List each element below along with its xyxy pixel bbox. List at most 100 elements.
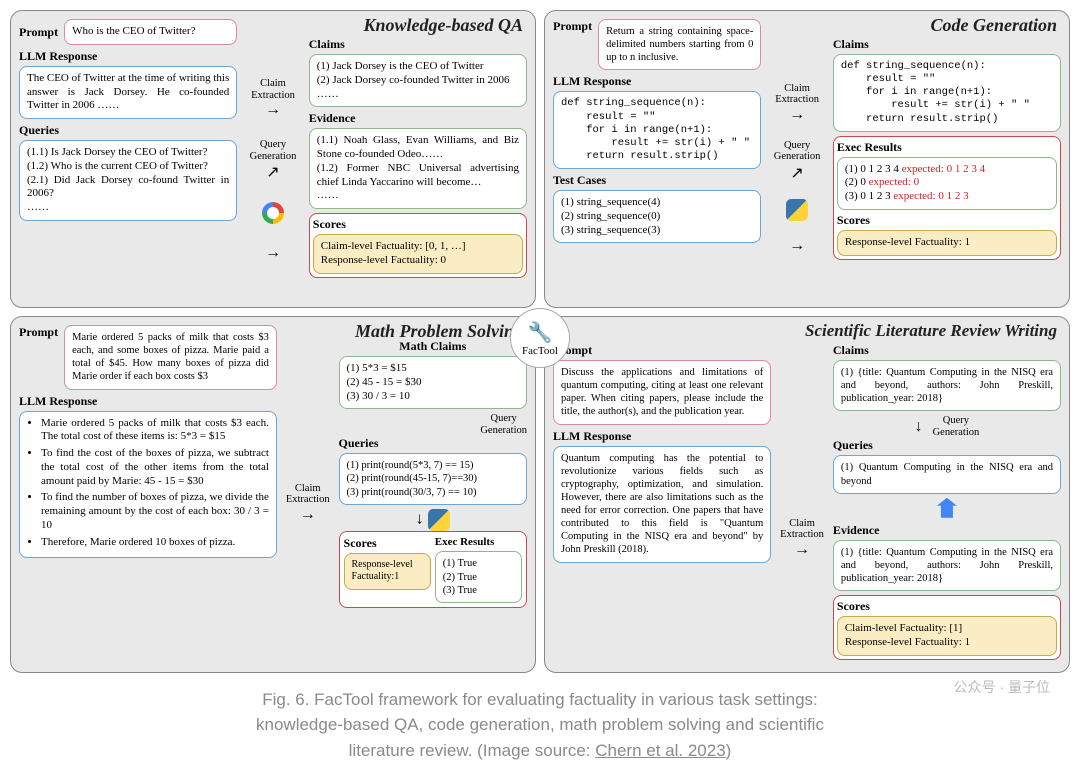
response-box: Marie ordered 5 packs of milk that costs… — [19, 411, 277, 559]
scores-outer: Scores Claim-level Factuality: [1] Respo… — [833, 595, 1061, 660]
prompt-label: Prompt — [553, 19, 592, 34]
scores-exec-outer: Scores Response-level Factuality:1 Exec … — [339, 531, 527, 608]
response-bullet: To find the number of boxes of pizza, we… — [41, 491, 269, 532]
scores-box: Claim-level Factuality: [0, 1, …] Respon… — [313, 234, 523, 274]
claims-box: def string_sequence(n): result = "" for … — [833, 54, 1061, 132]
google-search-icon — [262, 202, 284, 224]
evidence-label: Evidence — [309, 111, 527, 126]
caption-text: literature review. (Image source: — [349, 741, 596, 760]
claims-label: Claims — [309, 37, 527, 52]
prompt-label: Prompt — [553, 343, 771, 358]
python-icon — [428, 509, 450, 531]
expected-text: expected: 0 1 2 3 4 — [902, 163, 985, 175]
quadrant-title: Code Generation — [930, 15, 1057, 36]
query-generation-label: Query Generation — [933, 415, 980, 438]
queries-label: Queries — [19, 123, 237, 138]
quadrant-code: Code Generation Prompt Return a string c… — [544, 10, 1070, 308]
response-bullet: Therefore, Marie ordered 10 boxes of piz… — [41, 536, 269, 550]
query-generation-label: Query Generation — [774, 140, 821, 163]
evidence-box: (1.1) Noah Glass, Evan Williams, and Biz… — [309, 128, 527, 209]
arrow-icon: ↗ — [790, 163, 803, 183]
llm-response-label: LLM Response — [553, 74, 761, 89]
exec-line: (2) 0 — [845, 176, 869, 188]
exec-results-label: Exec Results — [435, 536, 522, 550]
queries-box: (1) Quantum Computing in the NISQ era an… — [833, 455, 1061, 493]
exec-results-label: Exec Results — [837, 140, 1057, 155]
scores-box: Claim-level Factuality: [1] Response-lev… — [837, 616, 1057, 656]
evidence-label: Evidence — [833, 523, 1061, 538]
query-generation-label: Query Generation — [480, 413, 527, 436]
scores-label: Scores — [313, 217, 523, 232]
claim-extraction-label: Claim Extraction — [780, 518, 824, 541]
scores-label: Scores — [837, 599, 1057, 614]
test-cases-label: Test Cases — [553, 173, 761, 188]
scores-box: Response-level Factuality: 1 — [837, 230, 1057, 256]
claim-extraction-label: Claim Extraction — [251, 78, 295, 101]
evidence-box: (1) {title: Quantum Computing in the NIS… — [833, 540, 1061, 591]
figure-grid: Knowledge-based QA Prompt Who is the CEO… — [10, 10, 1070, 673]
quadrant-title: Knowledge-based QA — [364, 15, 524, 36]
arrow-icon: → — [265, 101, 281, 119]
exec-results-box: (1) 0 1 2 3 4 expected: 0 1 2 3 4 (2) 0 … — [837, 157, 1057, 210]
claims-box: (1) Jack Dorsey is the CEO of Twitter (2… — [309, 54, 527, 107]
prompt-label: Prompt — [19, 25, 58, 40]
response-bullet: Marie ordered 5 packs of milk that costs… — [41, 417, 269, 445]
quadrant-title: Math Problem Solving — [355, 321, 523, 342]
figure-caption: Fig. 6. FacTool framework for evaluating… — [10, 687, 1070, 764]
llm-response-label: LLM Response — [19, 394, 277, 409]
prompt-box: Who is the CEO of Twitter? — [64, 19, 237, 45]
scores-box: Response-level Factuality:1 — [344, 553, 431, 590]
exec-line: (3) 0 1 2 3 — [845, 190, 894, 202]
arrow-icon: ↗ — [266, 162, 279, 182]
caption-line: knowledge-based QA, code generation, mat… — [10, 712, 1070, 738]
math-claims-box: (1) 5*3 = $15 (2) 45 - 15 = $30 (3) 30 /… — [339, 356, 527, 409]
prompt-label: Prompt — [19, 325, 58, 340]
quadrant-qa: Knowledge-based QA Prompt Who is the CEO… — [10, 10, 536, 308]
caption-text: ) — [726, 741, 732, 760]
claims-label: Claims — [833, 37, 1061, 52]
test-cases-box: (1) string_sequence(4) (2) string_sequen… — [553, 190, 761, 243]
response-box: Quantum computing has the potential to r… — [553, 446, 771, 563]
response-box: The CEO of Twitter at the time of writin… — [19, 66, 237, 119]
claim-extraction-label: Claim Extraction — [775, 83, 819, 106]
prompt-box: Discuss the applications and limitations… — [553, 360, 771, 425]
queries-box: (1.1) Is Jack Dorsey the CEO of Twitter?… — [19, 140, 237, 221]
query-generation-label: Query Generation — [250, 139, 297, 162]
llm-response-label: LLM Response — [553, 429, 771, 444]
scholar-icon — [937, 498, 957, 518]
arrow-icon: ↓ — [416, 510, 424, 527]
exec-outer: Exec Results (1) 0 1 2 3 4 expected: 0 1… — [833, 136, 1061, 260]
response-bullet: To find the cost of the boxes of pizza, … — [41, 447, 269, 488]
badge-label: FacTool — [522, 345, 558, 357]
claims-label: Claims — [833, 343, 1061, 358]
expected-text: expected: 0 1 2 3 — [893, 190, 968, 202]
wrench-icon: 🔧 — [528, 320, 553, 345]
quadrant-math: Math Problem Solving Prompt Marie ordere… — [10, 316, 536, 673]
citation-link[interactable]: Chern et al. 2023 — [595, 741, 725, 760]
exec-results-box: (1) True (2) True (3) True — [435, 551, 522, 602]
arrow-icon: → — [265, 244, 281, 262]
caption-line: literature review. (Image source: Chern … — [10, 738, 1070, 764]
factool-badge: 🔧 FacTool — [510, 308, 570, 368]
quadrant-scilit: Scientific Literature Review Writing Pro… — [544, 316, 1070, 673]
prompt-box: Return a string containing space-delimit… — [598, 19, 761, 70]
arrow-icon: ↓ — [915, 418, 923, 436]
claim-extraction-label: Claim Extraction — [286, 483, 330, 506]
response-box: def string_sequence(n): result = "" for … — [553, 91, 761, 169]
claims-box: (1) {title: Quantum Computing in the NIS… — [833, 360, 1061, 411]
scores-label: Scores — [837, 213, 1057, 228]
prompt-box: Marie ordered 5 packs of milk that costs… — [64, 325, 277, 390]
arrow-icon: → — [300, 506, 316, 524]
queries-box: (1) print(round(5*3, 7) == 15) (2) print… — [339, 453, 527, 504]
arrow-icon: → — [789, 237, 805, 255]
scores-outer: Scores Claim-level Factuality: [0, 1, …]… — [309, 213, 527, 278]
python-icon — [786, 199, 808, 221]
queries-label: Queries — [833, 438, 1061, 453]
exec-line: (1) 0 1 2 3 4 — [845, 163, 902, 175]
arrow-icon: → — [794, 541, 810, 559]
llm-response-label: LLM Response — [19, 49, 237, 64]
expected-text: expected: 0 — [869, 176, 919, 188]
quadrant-title: Scientific Literature Review Writing — [805, 321, 1057, 341]
queries-label: Queries — [339, 436, 527, 451]
scores-label: Scores — [344, 536, 431, 551]
